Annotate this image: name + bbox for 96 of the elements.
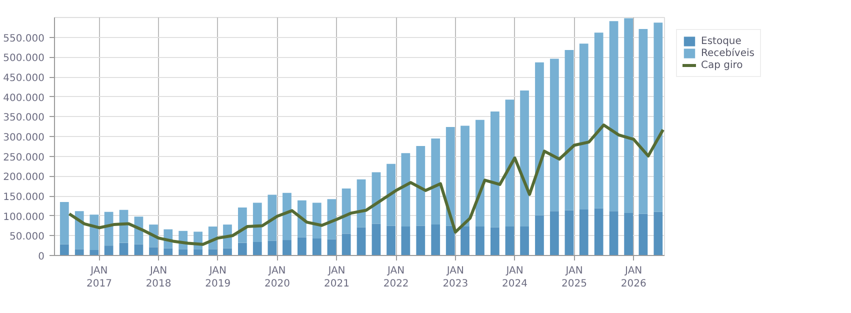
bar (238, 208, 247, 243)
line-series (68, 123, 664, 246)
bar (74, 211, 84, 250)
bar (490, 227, 500, 256)
bar (74, 249, 84, 256)
bar (476, 120, 484, 227)
bar (505, 226, 514, 256)
bar (149, 247, 158, 256)
x-tick-label: JAN 2023 (442, 266, 468, 290)
bar (372, 172, 381, 224)
x-tick-label: JAN 2019 (205, 266, 231, 290)
bar (654, 22, 663, 212)
y-tick-label: 400.000 (3, 92, 45, 104)
bar (60, 202, 69, 244)
x-tick-label: JAN 2022 (383, 266, 409, 290)
bar (164, 248, 173, 256)
bar (431, 224, 440, 256)
bar (579, 44, 588, 210)
bar (60, 244, 69, 256)
bar (550, 211, 559, 256)
y-tick-label: 0 (38, 252, 45, 262)
bar (638, 29, 648, 214)
x-tick-label: JAN 2018 (146, 266, 172, 290)
x-tick-label: JAN 2017 (86, 266, 112, 290)
bar (268, 240, 277, 256)
x-tick-label: JAN 2021 (324, 266, 350, 290)
y-tick-label: 200.000 (3, 172, 45, 184)
bar (342, 188, 351, 234)
bar (356, 227, 366, 256)
y-tick-label: 100.000 (3, 212, 45, 223)
bar (282, 192, 292, 240)
legend-label: Estoque (701, 35, 742, 47)
bar (564, 210, 574, 256)
bar (476, 226, 484, 256)
y-tick-label: 450.000 (3, 73, 45, 84)
bar (104, 246, 114, 256)
bar (490, 112, 500, 228)
bar (638, 214, 648, 256)
y-tick-label: 50.000 (10, 232, 45, 243)
bar (431, 138, 440, 225)
bar (194, 249, 202, 256)
x-tick-label: JAN 2026 (620, 266, 646, 290)
bar (654, 212, 663, 256)
bar (609, 211, 618, 256)
bar (90, 214, 99, 250)
bar (134, 244, 144, 256)
y-tick-label: 300.000 (3, 132, 45, 144)
y-tick-label: 500.000 (3, 53, 45, 64)
bar (372, 224, 381, 256)
x-tick-label: JAN 2024 (502, 266, 528, 290)
bar (624, 213, 634, 256)
bar (223, 248, 232, 256)
bar (386, 164, 396, 226)
bar (327, 239, 336, 256)
bar (505, 100, 514, 227)
bar (208, 249, 218, 256)
bar (282, 240, 292, 256)
y-tick-label: 250.000 (3, 152, 45, 164)
bar (594, 208, 604, 256)
bar (564, 50, 574, 210)
bar (579, 209, 588, 256)
legend-label: Cap giro (701, 59, 743, 71)
bar (119, 242, 128, 256)
bar (252, 202, 262, 242)
bar (446, 126, 455, 226)
bar (252, 242, 262, 256)
bar (520, 226, 529, 256)
legend-label: Recebíveis (701, 47, 754, 59)
bar (460, 126, 470, 227)
bar (342, 234, 351, 256)
y-tick-label: 350.000 (3, 112, 45, 124)
bar (520, 90, 529, 227)
x-tick-label: JAN 2020 (264, 266, 290, 290)
bar (401, 153, 410, 227)
x-tick-label: JAN 2025 (562, 266, 587, 290)
bar (624, 18, 634, 214)
bar (401, 226, 410, 256)
bar (594, 32, 604, 208)
bar (416, 146, 426, 226)
bar (178, 249, 188, 256)
bar (535, 215, 544, 256)
bar (550, 58, 559, 212)
bar (356, 179, 366, 228)
bar (386, 226, 396, 256)
bar (238, 242, 247, 256)
bar (298, 237, 306, 256)
bar (312, 202, 322, 238)
y-tick-label: 550.000 (3, 33, 45, 44)
bar (535, 62, 544, 216)
bar (609, 21, 618, 212)
bar (416, 226, 426, 256)
y-tick-label: 150.000 (3, 192, 45, 203)
bar (312, 238, 322, 256)
bar (460, 226, 470, 256)
bar (446, 226, 455, 256)
bar (90, 250, 99, 256)
